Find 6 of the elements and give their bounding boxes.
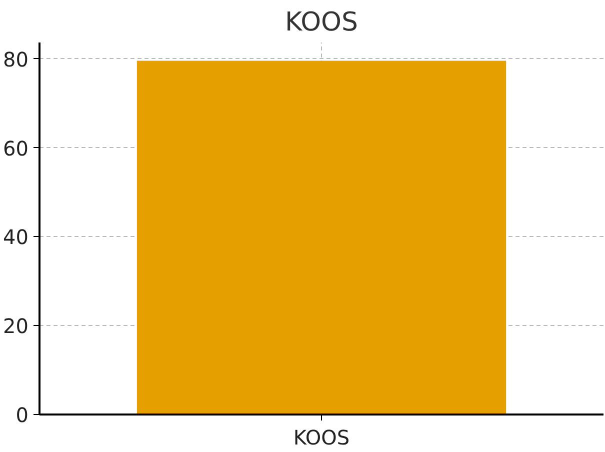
y-tick-label: 40 [3, 225, 29, 250]
y-tick-label: 80 [3, 47, 29, 72]
y-tick-label: 60 [3, 136, 29, 160]
y-tick-label: 0 [16, 403, 29, 427]
chart-title: KOOS [284, 8, 358, 38]
y-tick-label: 20 [3, 314, 29, 338]
